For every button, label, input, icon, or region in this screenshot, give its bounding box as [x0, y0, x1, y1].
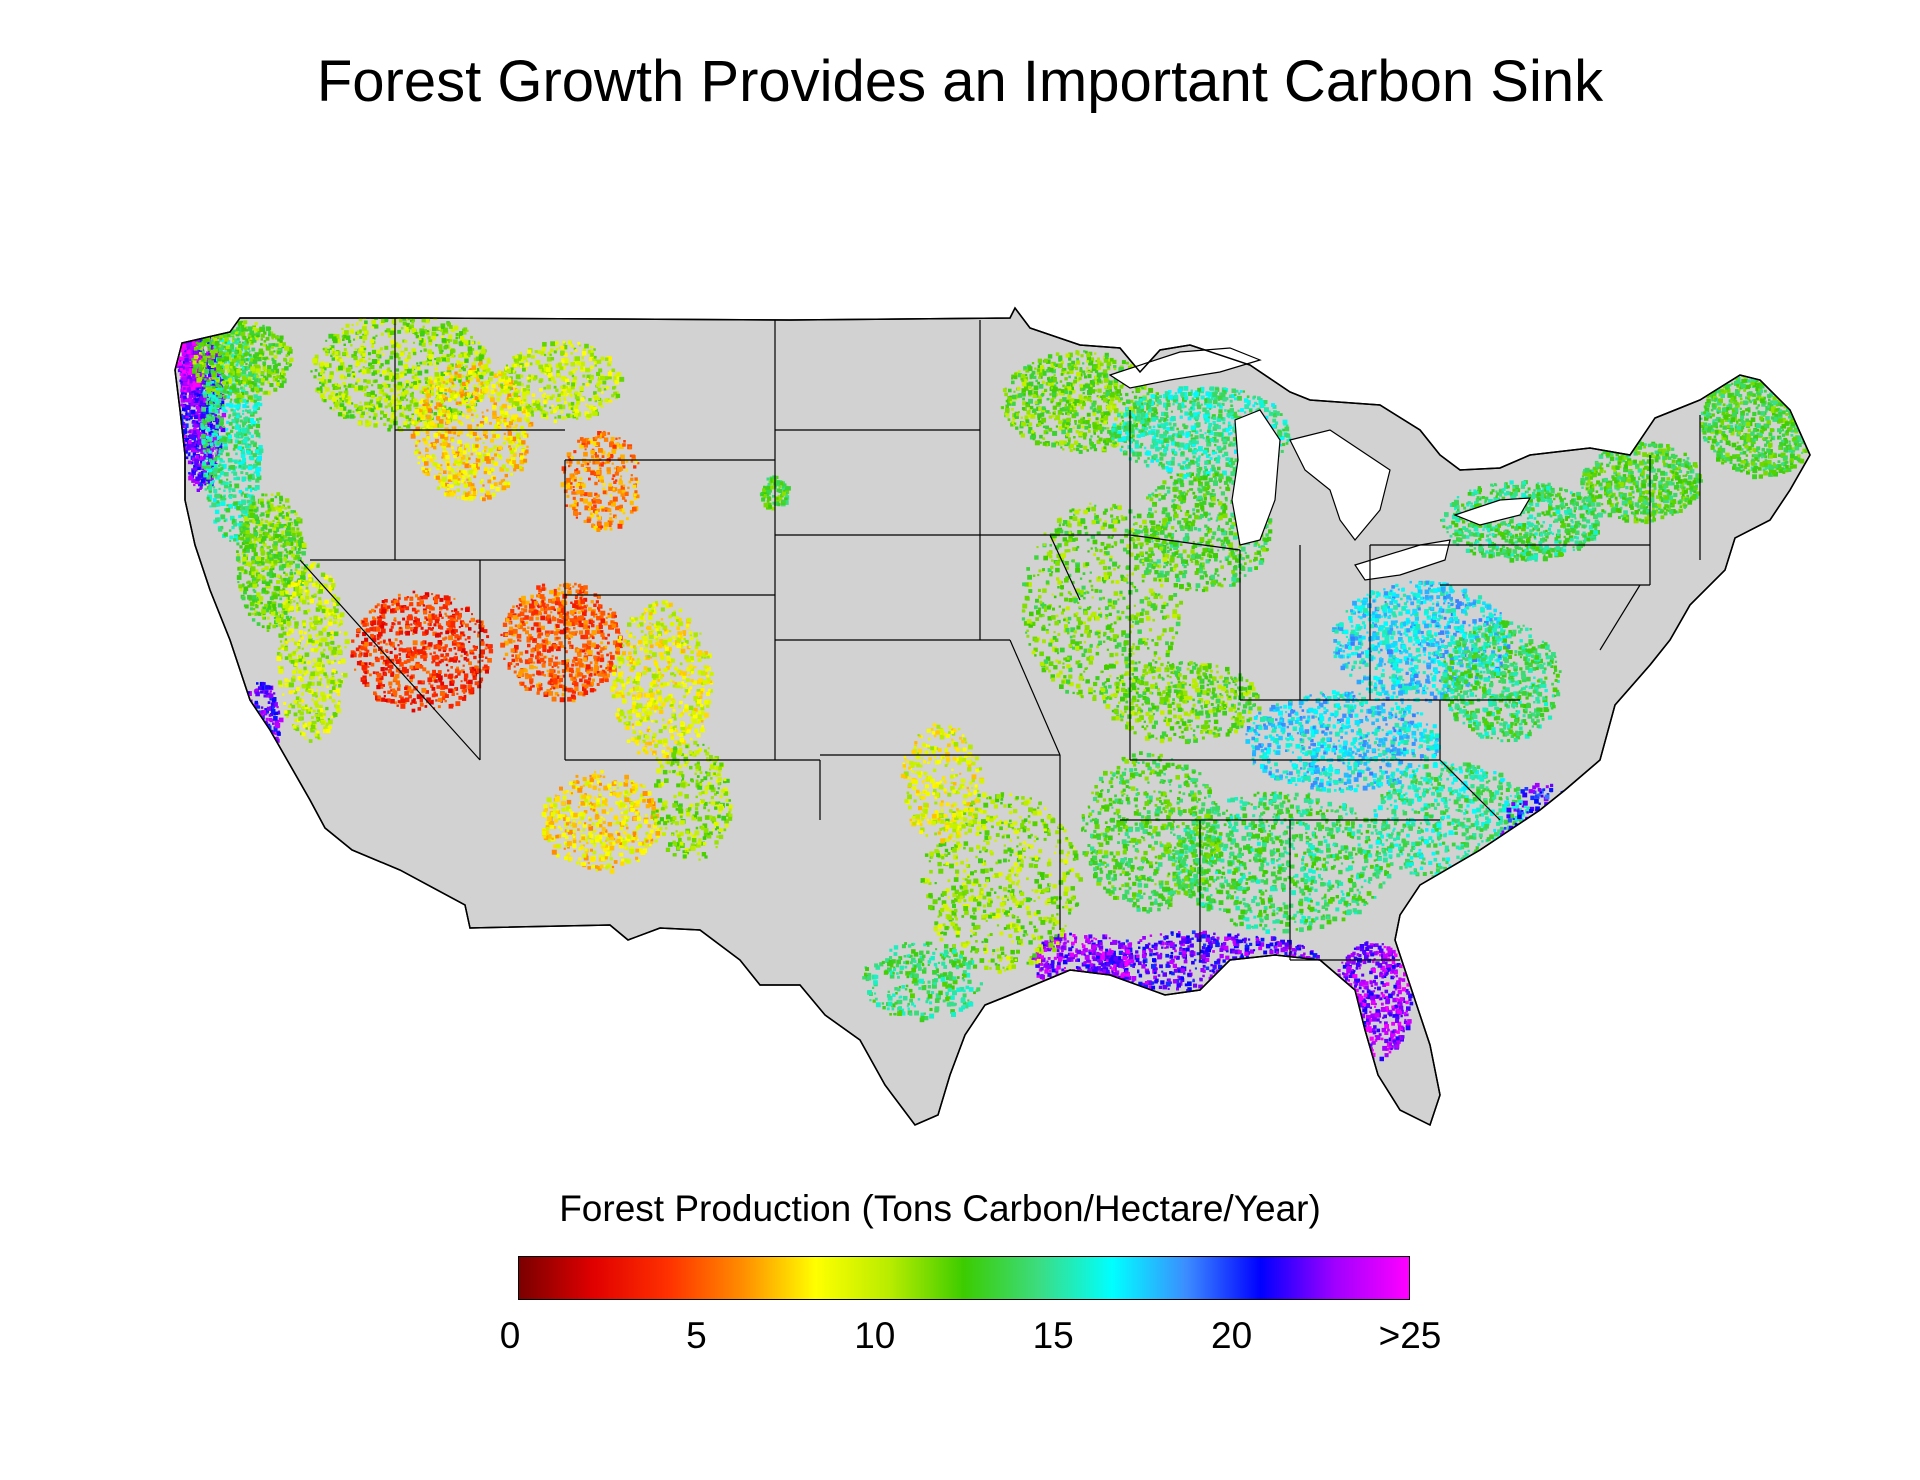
legend-tick-label: 5 — [686, 1315, 707, 1357]
legend-tick-label: 10 — [854, 1315, 895, 1357]
legend-colorbar — [518, 1256, 1410, 1300]
legend-tick-label: 20 — [1211, 1315, 1252, 1357]
legend-tick-label: 15 — [1033, 1315, 1074, 1357]
legend-tick-label: 0 — [500, 1315, 521, 1357]
legend-title: Forest Production (Tons Carbon/Hectare/Y… — [440, 1188, 1440, 1230]
legend-tick-label: >25 — [1379, 1315, 1442, 1357]
